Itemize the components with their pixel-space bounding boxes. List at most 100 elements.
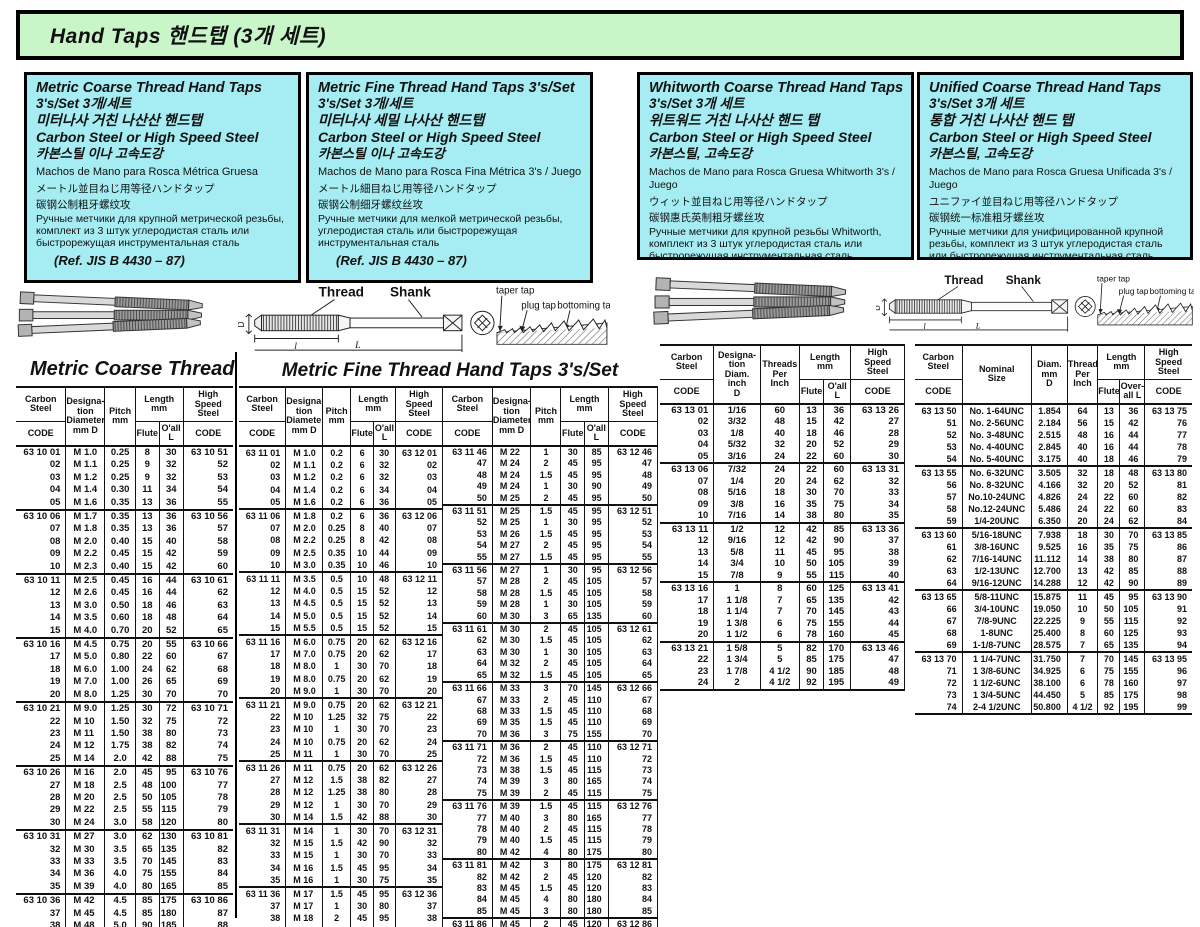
tap-diagram-left: Thread Shank D l L taper tap plug tap bo… [238, 285, 610, 353]
table-cell: 38 [395, 912, 443, 925]
table-cell: 11 [135, 484, 160, 497]
table-cell: 55 [135, 804, 160, 817]
table-cell: 60 [159, 651, 184, 664]
table-cell: 38 [135, 727, 160, 741]
table-cell: 2 [530, 740, 562, 754]
table-row: 19 M 7.0 1.00 26 65 69 [16, 676, 233, 689]
table-cell: 0.25 [104, 471, 136, 485]
table-cell: 45 [560, 669, 586, 683]
box-spanish: Machos de Mano para Rosca Fina Métrica 3… [318, 166, 582, 179]
table-cell: 68 [608, 705, 659, 718]
box-subtitle: 3's/Set 3개 세트 [929, 96, 1025, 112]
table-cell: M 30 [492, 635, 532, 647]
table-cell: 65 [135, 843, 160, 856]
table-cell: 55 [608, 551, 659, 565]
table-cell: 7/8-9UNC [962, 614, 1032, 627]
table-cell: 24 [760, 450, 800, 464]
table-cell: M 9.0 [65, 701, 106, 716]
table-cell: 105 [584, 599, 609, 611]
table-cell: 14 [760, 510, 800, 523]
table-cell: 18 [135, 612, 160, 625]
table-cell: 12 [660, 535, 715, 547]
table-cell: 0.2 [322, 507, 352, 523]
table-cell: 07 [660, 475, 715, 488]
header-cell: High Speed Steel [395, 385, 443, 422]
table-cell: 42 [159, 548, 184, 561]
table-cell: M 2.3 [65, 560, 106, 575]
box-russian: Ручные метчики для крупной метрической р… [36, 213, 284, 250]
table-row: 25 M 11 1 30 70 25 [239, 747, 443, 762]
table-cell: 145 [159, 855, 184, 869]
table-cell: 65 [217, 624, 228, 636]
table-cell: 95 [584, 503, 609, 518]
table-cell: 89 [1176, 577, 1187, 588]
table-cell: 110 [584, 717, 609, 729]
table-cell: 4.0 [104, 880, 136, 895]
table-cell: M 12 [285, 798, 323, 811]
table-cell: 90 [373, 837, 397, 850]
table-cell: 64 [1067, 403, 1099, 417]
table-row: 22 M 10 1.25 32 75 22 [239, 711, 443, 724]
table-cell: 30 [560, 646, 586, 659]
table-cell: 130 [159, 829, 184, 844]
table-cell: 3 [530, 858, 562, 872]
table-cell: 69 [443, 717, 493, 729]
table-cell: M 27 [492, 562, 532, 577]
table-cell: 63 11 31 [239, 823, 287, 838]
table-cell: 80 [373, 786, 397, 799]
table-cell: 2 [530, 787, 562, 801]
table-row: 62 7/16-14UNC 11.112 14 38 80 87 [915, 552, 1192, 565]
table-cell: 1/4 [713, 475, 761, 488]
table-cell: 175 [159, 893, 184, 908]
table-cell: 19 [660, 617, 715, 630]
table-cell: 46 [159, 599, 184, 613]
table-cell: 94 [1176, 639, 1187, 650]
table-row: 58 M 28 1.5 45 105 58 [443, 587, 659, 600]
table-cell: 35 [850, 510, 905, 523]
table-cell: 20 [395, 684, 443, 699]
table-cell: 80 [159, 727, 184, 741]
table-row: 63 13 11 1/2 12 42 85 63 13 36 [660, 522, 905, 536]
header-cell: CODE [395, 421, 443, 447]
table-cell: 30 [350, 684, 374, 699]
table-cell: 20 [350, 634, 374, 649]
table-cell: 03 [239, 471, 287, 484]
tap-diagram-right: Thread Shank D l L taper tap plug tap bo… [876, 273, 1194, 332]
table-cell: 18 [660, 606, 715, 618]
table-cell: 79 [217, 804, 228, 816]
table-cell: 58 [217, 535, 228, 547]
table-cell: 14 [239, 609, 287, 622]
table-cell: M 22 [65, 804, 106, 817]
table-cell: 63 11 21 [239, 697, 287, 712]
table-cell: 63 13 11 [660, 522, 715, 536]
table-row: 58 No.12-24UNC 5.486 24 22 60 83 [915, 502, 1192, 515]
header-cell: High Speed Steel [1144, 343, 1192, 380]
table-cell: M 5.0 [65, 651, 106, 664]
table-row: 53 M 26 1.5 45 95 53 [443, 528, 659, 541]
table-cell: 63 10 51 [191, 446, 228, 458]
box-subtitle: 3's/Set 3개 세트 [649, 96, 745, 112]
box-steel: Carbon Steel or High Speed Steel [649, 129, 872, 146]
table-cell: 115 [584, 764, 609, 777]
table-cell: 72 [217, 715, 228, 727]
shank-label: Shank [1006, 274, 1042, 287]
table-row: 63 13 55 No. 6-32UNC 3.505 32 18 48 63 13 80 [915, 464, 1192, 479]
table-cell: 62 [373, 648, 397, 661]
table-cell: 63 [217, 599, 228, 611]
box-steel: Carbon Steel or High Speed Steel [318, 129, 541, 146]
table-cell: 125 [823, 581, 852, 595]
table-cell: 12 [1067, 576, 1099, 590]
table-cell: 84 [443, 894, 493, 906]
table-cell: M 14 [285, 823, 323, 838]
table-cell: 82 [1176, 491, 1187, 502]
table-cell: 03 [395, 471, 443, 484]
table-cell: 0.35 [104, 508, 136, 524]
table-cell: 11 [1067, 588, 1099, 603]
box-title: Metric Coarse Thread Hand Taps [36, 80, 262, 96]
box-steel-korean: 카본스틸, 고속도강 [929, 146, 1032, 162]
table-cell: 78 [1097, 676, 1121, 689]
table-cell: 09 [16, 548, 67, 561]
header-cell: Carbon Steel [16, 385, 67, 422]
table-cell: M 40 [492, 823, 532, 836]
table-cell: 39 [850, 558, 905, 570]
